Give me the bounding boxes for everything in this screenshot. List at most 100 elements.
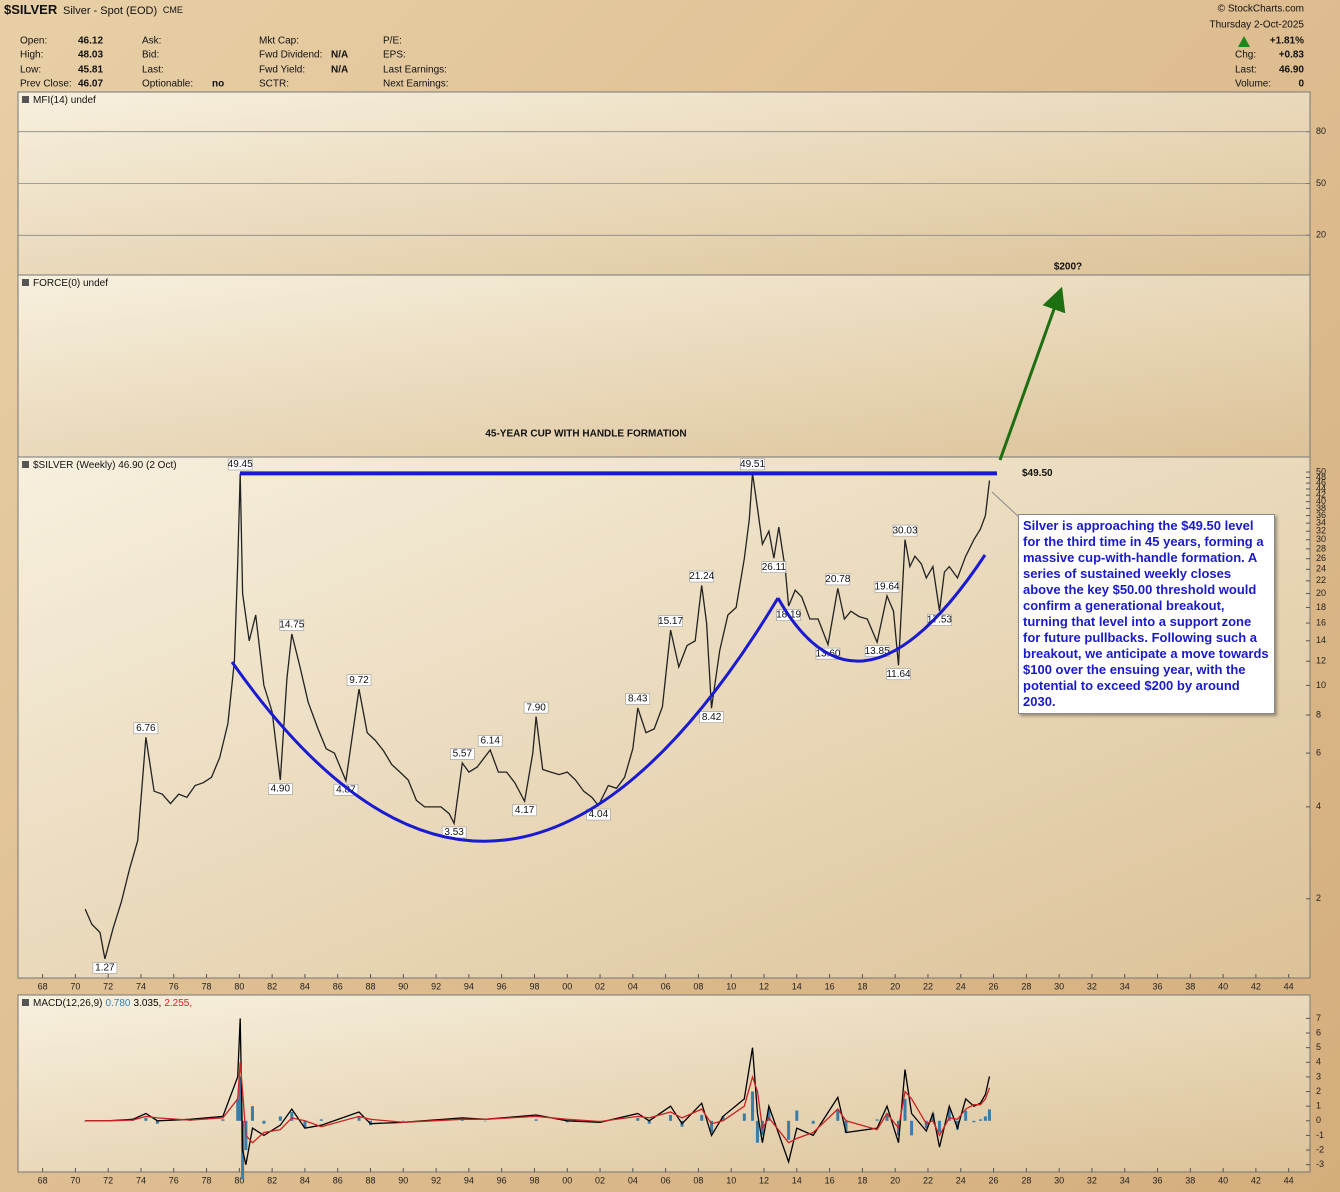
- y-tick-label: 7: [1316, 1013, 1321, 1023]
- value-label: 5.57: [453, 749, 473, 760]
- y-tick-label: 26: [1316, 553, 1326, 563]
- value-label-box: [689, 570, 715, 583]
- x-tick-label: 20: [890, 1175, 900, 1185]
- y-tick-label: 0: [1316, 1115, 1321, 1125]
- field-label: High:: [20, 50, 43, 61]
- field-label: Last:: [142, 65, 164, 76]
- histogram-bar: [836, 1109, 840, 1121]
- x-tick-label: 68: [38, 1175, 48, 1185]
- field-label: Bid:: [142, 50, 159, 61]
- x-tick-label: 18: [857, 981, 867, 991]
- y-tick-label: 30: [1316, 534, 1326, 544]
- quote-value: 0: [1298, 79, 1304, 90]
- value-label: 19.64: [874, 582, 899, 593]
- panel-icon: [22, 999, 29, 1006]
- x-tick-label: 32: [1087, 1175, 1097, 1185]
- target-arrow: [998, 286, 1066, 461]
- x-tick-label: 84: [300, 981, 310, 991]
- histogram-bar: [903, 1098, 907, 1121]
- histogram-bar: [751, 1091, 755, 1121]
- value-label: 6.14: [480, 736, 500, 747]
- value-label-box: [892, 524, 918, 537]
- panel-label-text: MFI(14) undef: [33, 95, 96, 106]
- value-label-box: [268, 783, 293, 795]
- histogram-bar: [795, 1110, 799, 1121]
- x-tick-label: 88: [366, 1175, 376, 1185]
- exchange: CME: [163, 5, 183, 15]
- histogram-bar: [647, 1120, 651, 1124]
- field-label: Low:: [20, 65, 41, 76]
- histogram-bar: [303, 1120, 307, 1129]
- histogram-bar: [910, 1120, 914, 1136]
- y-tick-label: 50: [1316, 466, 1326, 476]
- x-tick-label: 22: [923, 1175, 933, 1185]
- panel-icon: [22, 461, 29, 468]
- panel-label: MFI(14) undef: [33, 95, 96, 106]
- x-tick-label: 70: [70, 981, 80, 991]
- x-tick-label: 72: [103, 981, 113, 991]
- x-tick-label: 82: [267, 1175, 277, 1185]
- field-label: Fwd Dividend:: [259, 50, 322, 61]
- field-value: N/A: [331, 50, 348, 61]
- value-label-box: [512, 804, 537, 817]
- quote-label: Volume:: [1235, 79, 1271, 90]
- x-tick-label: 44: [1284, 1175, 1294, 1185]
- value-label: 17.53: [927, 615, 952, 626]
- x-tick-label: 40: [1218, 981, 1228, 991]
- histogram-bar: [460, 1119, 464, 1121]
- y-tick-label: 4: [1316, 801, 1321, 811]
- histogram-bar: [931, 1113, 935, 1121]
- y-tick-label: 28: [1316, 543, 1326, 553]
- x-tick-label: 12: [759, 1175, 769, 1185]
- y-tick-label: 36: [1316, 510, 1326, 520]
- x-tick-label: 26: [989, 1175, 999, 1185]
- x-tick-label: 72: [103, 1175, 113, 1185]
- x-tick-label: 38: [1185, 1175, 1195, 1185]
- histogram-bar: [144, 1117, 148, 1121]
- x-tick-label: 32: [1087, 981, 1097, 991]
- value-label-box: [450, 748, 475, 760]
- value-label: 13.85: [865, 646, 890, 657]
- x-tick-label: 40: [1218, 1175, 1228, 1185]
- quote-label: Chg:: [1235, 50, 1256, 61]
- histogram-bar: [483, 1120, 487, 1122]
- x-tick-label: 12: [759, 981, 769, 991]
- x-tick-label: 84: [300, 1175, 310, 1185]
- y-tick-label: 20: [1316, 230, 1326, 240]
- histogram-bar: [983, 1116, 987, 1121]
- y-tick-label: 44: [1316, 483, 1326, 493]
- histogram-bar: [357, 1116, 361, 1121]
- histogram-bar: [565, 1120, 569, 1123]
- histogram-bar: [787, 1120, 791, 1140]
- x-tick-label: 98: [529, 1175, 539, 1185]
- x-tick-label: 90: [398, 1175, 408, 1185]
- histogram-bar: [710, 1120, 714, 1133]
- field-label: Open:: [20, 36, 47, 47]
- histogram-bar: [238, 1076, 242, 1121]
- x-tick-label: 80: [234, 1175, 244, 1185]
- value-label-box: [477, 735, 503, 747]
- panel-icon: [22, 96, 29, 103]
- panel-icon: [22, 279, 29, 286]
- field-label: Prev Close:: [20, 79, 72, 90]
- x-tick-label: 14: [792, 981, 802, 991]
- value-label: 7.90: [526, 702, 546, 713]
- y-tick-label: 20: [1316, 588, 1326, 598]
- field-label: Fwd Yield:: [259, 65, 305, 76]
- x-tick-label: 70: [70, 1175, 80, 1185]
- up-arrow: [1238, 36, 1250, 47]
- y-tick-label: 3: [1316, 1071, 1321, 1081]
- panel-label-text: $SILVER (Weekly) 46.90 (2 Oct): [33, 460, 177, 471]
- value-label-box: [886, 668, 911, 681]
- histogram-bar: [844, 1120, 848, 1133]
- handle-curve: [776, 554, 987, 663]
- quote-label: Last:: [1235, 65, 1257, 76]
- value-label-box: [586, 808, 611, 821]
- histogram-bar: [972, 1120, 976, 1123]
- x-tick-label: 96: [497, 981, 507, 991]
- panel-label-text: MACD(12,26,9): [33, 998, 102, 1009]
- date: Thursday 2-Oct-2025: [1210, 20, 1305, 31]
- x-tick-label: 74: [136, 981, 146, 991]
- panel-label: FORCE(0) undef: [33, 278, 108, 289]
- value-label-box: [523, 701, 549, 714]
